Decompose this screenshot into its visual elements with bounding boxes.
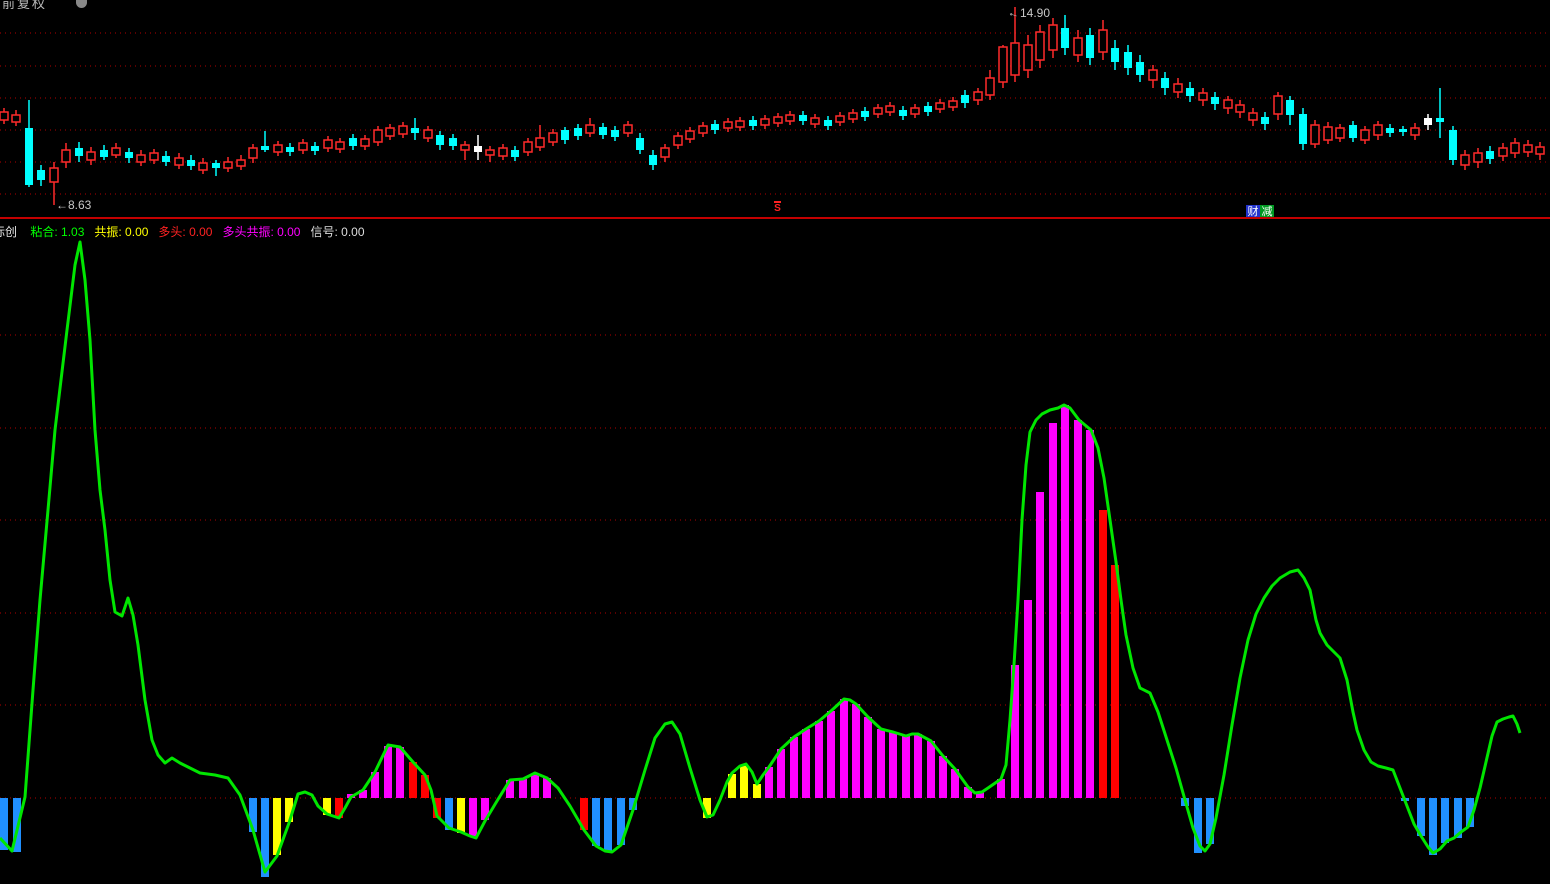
marker-dash-icon bbox=[774, 201, 781, 203]
indicator-field: 多头: 0.00 bbox=[158, 225, 213, 239]
status-dot-icon bbox=[76, 0, 87, 8]
news-badge[interactable]: 财 bbox=[1246, 205, 1260, 219]
indicator-panel[interactable] bbox=[0, 240, 1550, 884]
indicator-field: 粘合: 1.03 bbox=[30, 225, 85, 239]
indicator-header: 标创 粘合: 1.03 共振: 0.00 多头: 0.00 多头共振: 0.00 信号:… bbox=[0, 223, 365, 239]
adjustment-mode-label: 前复权 bbox=[2, 0, 48, 9]
panel-divider bbox=[0, 217, 1550, 219]
candlestick-panel[interactable] bbox=[0, 0, 1550, 219]
arrow-icon: ← bbox=[56, 198, 68, 212]
indicator-field: 共振: 0.00 bbox=[94, 225, 149, 239]
indicator-field: 多头共振: 0.00 bbox=[222, 225, 301, 239]
news-badge[interactable]: 减 bbox=[1260, 205, 1274, 219]
news-badges: 财减 bbox=[1246, 205, 1274, 219]
indicator-field: 信号: 0.00 bbox=[310, 225, 365, 239]
low-price-annotation: ←8.63 bbox=[56, 198, 92, 212]
ex-rights-marker[interactable]: S bbox=[774, 201, 781, 214]
high-price-annotation: ←14.90 bbox=[1006, 4, 1051, 22]
indicator-name: 标创 bbox=[0, 225, 18, 239]
